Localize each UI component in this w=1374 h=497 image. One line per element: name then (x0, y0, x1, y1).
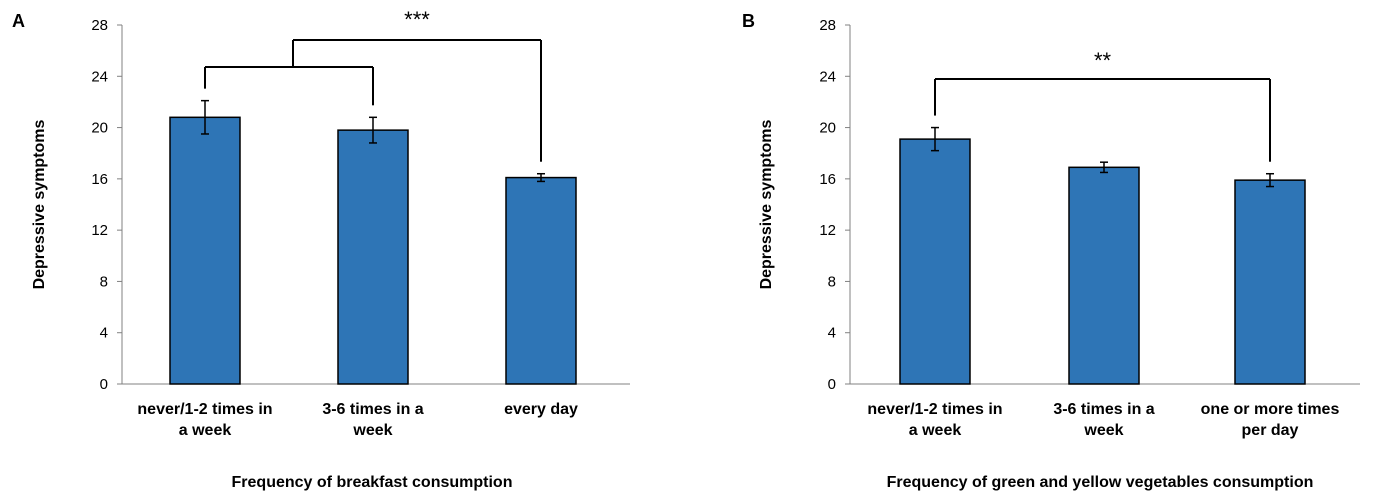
y-tick-label: 4 (100, 325, 108, 342)
y-tick-label: 16 (91, 171, 108, 188)
x-tick-label: a week (909, 422, 962, 439)
significance-stars: *** (404, 7, 430, 32)
x-tick-label: a week (179, 422, 232, 439)
x-tick-label: 3-6 times in a (1053, 401, 1154, 418)
x-tick-label: week (1083, 422, 1123, 439)
bar (1234, 179, 1306, 385)
x-tick-label: every day (504, 401, 578, 418)
x-tick-label: week (352, 422, 392, 439)
y-tick-label: 4 (828, 325, 836, 342)
y-tick-label: 28 (819, 17, 836, 34)
y-tick-label: 24 (819, 68, 836, 85)
x-tick-label: never/1-2 times in (867, 401, 1002, 418)
y-tick-label: 8 (828, 273, 836, 290)
bar (1068, 166, 1140, 385)
y-tick-label: 20 (91, 120, 108, 137)
x-tick-label: 3-6 times in a (322, 401, 423, 418)
x-axis-title: Frequency of green and yellow vegetables… (887, 474, 1314, 491)
y-tick-label: 0 (100, 376, 108, 393)
y-tick-label: 20 (819, 120, 836, 137)
y-tick-label: 24 (91, 68, 108, 85)
y-tick-label: 0 (828, 376, 836, 393)
x-tick-label: never/1-2 times in (137, 401, 272, 418)
y-tick-label: 12 (819, 222, 836, 239)
x-axis-title: Frequency of breakfast consumption (232, 474, 513, 491)
y-tick-label: 8 (100, 273, 108, 290)
bar (899, 138, 971, 385)
y-tick-label: 16 (819, 171, 836, 188)
bar (337, 129, 409, 385)
y-axis-title: Depressive symptoms (758, 119, 775, 289)
bar (505, 176, 577, 385)
y-tick-label: 12 (91, 222, 108, 239)
significance-stars: ** (1094, 48, 1112, 73)
x-tick-label: one or more times (1201, 401, 1340, 418)
y-tick-label: 28 (91, 17, 108, 34)
x-tick-label: per day (1242, 422, 1299, 439)
bar (169, 116, 241, 385)
panel-label: B (742, 11, 755, 31)
panel-label: A (12, 11, 25, 31)
y-axis-title: Depressive symptoms (31, 119, 48, 289)
